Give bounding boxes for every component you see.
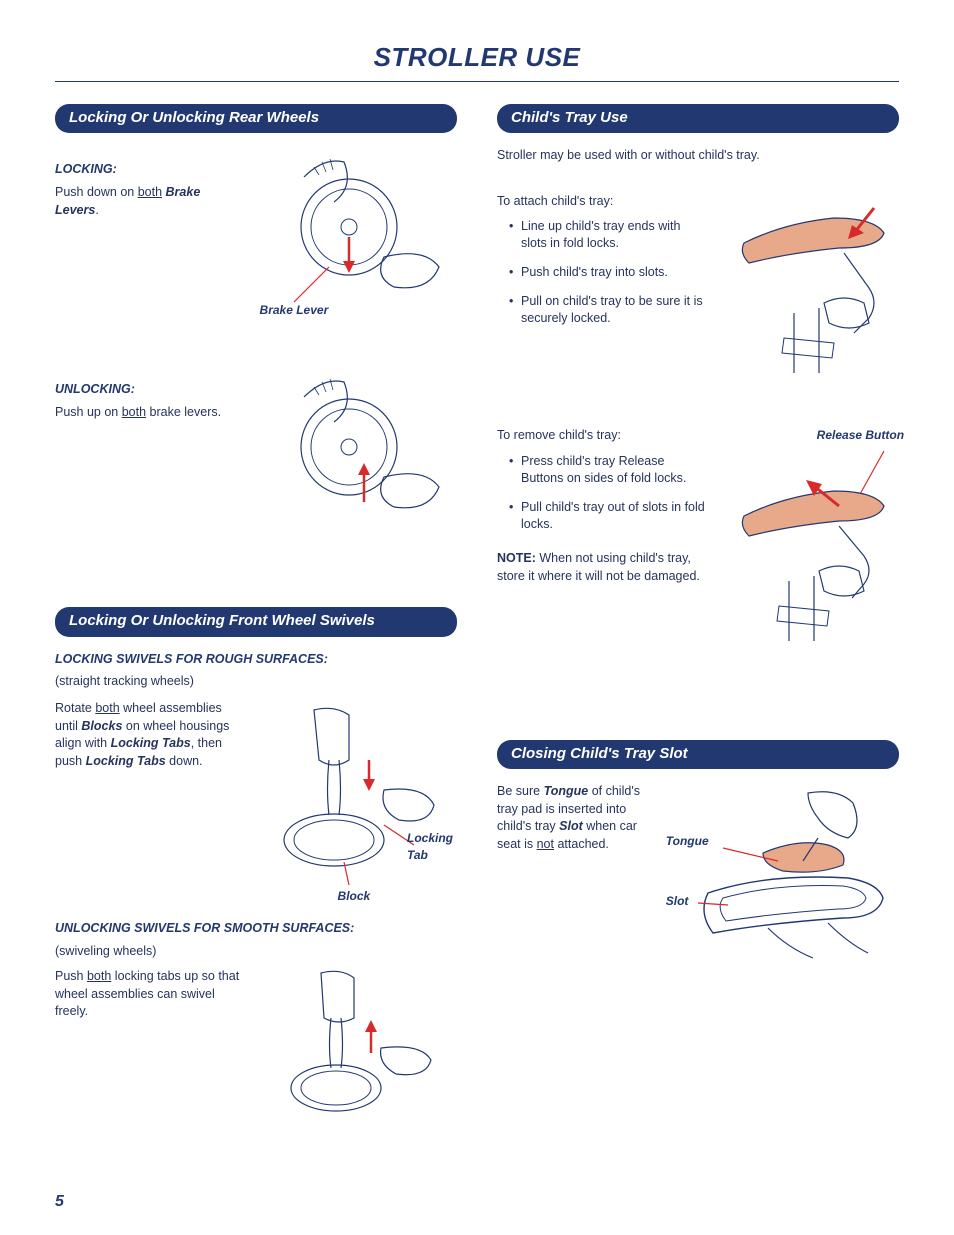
locking-block: LOCKING: Push down on both Brake Levers.	[55, 147, 457, 327]
remove-intro: To remove child's tray:	[497, 427, 706, 445]
locking-text: LOCKING: Push down on both Brake Levers.	[55, 147, 236, 327]
left-column: Locking Or Unlocking Rear Wheels LOCKING…	[55, 104, 457, 1148]
swivel-unlock-figure	[266, 968, 457, 1128]
t: Locking Tabs	[111, 736, 191, 750]
swivel-unlock-body: Push both locking tabs up so that wheel …	[55, 968, 248, 1021]
t: Tongue	[544, 784, 589, 798]
section-heading-rear-wheels: Locking Or Unlocking Rear Wheels	[55, 104, 457, 133]
remove-figure: Release Button	[724, 427, 914, 660]
t: Pull on child's tray to be sure it is se…	[521, 294, 703, 325]
remove-bullets: Press child's tray Release Buttons on si…	[497, 453, 706, 533]
t: brake levers.	[146, 405, 221, 419]
brake-lever-callout: Brake Lever	[249, 302, 339, 318]
note-text: NOTE: When not using child's tray, store…	[497, 550, 706, 585]
t: Rotate	[55, 701, 95, 715]
closing-figure: Tongue Slot	[668, 783, 899, 988]
attach-intro: To attach child's tray:	[497, 193, 706, 211]
t: both	[122, 405, 146, 419]
tray-attach-illustration	[724, 193, 914, 393]
brake-lever-down-illustration	[254, 147, 454, 327]
attach-text: To attach child's tray: Line up child's …	[497, 193, 706, 398]
unlocking-text: UNLOCKING: Push up on both brake levers.	[55, 367, 236, 547]
slot-callout: Slot	[666, 893, 706, 909]
attach-tray-row: To attach child's tray: Line up child's …	[497, 193, 899, 398]
locking-swivels-block: LOCKING SWIVELS FOR ROUGH SURFACES: (str…	[55, 651, 457, 691]
unlocking-block: UNLOCKING: Push up on both brake levers.	[55, 367, 457, 547]
t: both	[87, 969, 111, 983]
t: NOTE:	[497, 551, 536, 565]
t: on	[563, 471, 584, 485]
right-column: Child's Tray Use Stroller may be used wi…	[497, 104, 899, 1148]
t: down.	[166, 754, 203, 768]
page: STROLLER USE Locking Or Unlocking Rear W…	[0, 0, 954, 1178]
unlocking-swivels-paren: (swiveling wheels)	[55, 943, 457, 960]
tongue-callout: Tongue	[666, 833, 724, 849]
front-swivel-unlock-illustration	[266, 968, 446, 1128]
t: Be sure	[497, 784, 544, 798]
swivel-unlock-text: Push both locking tabs up so that wheel …	[55, 968, 248, 1128]
swivel-lock-row: Rotate both wheel assemblies until Block…	[55, 700, 457, 900]
list-item: Line up child's tray ends with slots in …	[509, 218, 706, 252]
swivel-body: Rotate both wheel assemblies until Block…	[55, 700, 236, 770]
list-item: Press child's tray Release Buttons on si…	[509, 453, 706, 487]
t: Push down on	[55, 185, 138, 199]
tray-remove-illustration	[724, 446, 914, 656]
t: Push	[55, 969, 87, 983]
locking-figure: Brake Lever	[254, 147, 457, 327]
list-item: Pull on child's tray to be sure it is se…	[509, 293, 706, 327]
front-swivel-lock-illustration	[254, 700, 454, 900]
unlocking-figure	[254, 367, 457, 547]
attach-bullets: Line up child's tray ends with slots in …	[497, 218, 706, 326]
attach-figure	[724, 193, 914, 398]
unlocking-body: Push up on both brake levers.	[55, 404, 236, 422]
locking-label: LOCKING:	[55, 161, 236, 178]
unlocking-label: UNLOCKING:	[55, 381, 236, 398]
closing-body: Be sure Tongue of child's tray pad is in…	[497, 783, 650, 853]
t: Locking Tabs	[86, 754, 166, 768]
swivel-lock-text: Rotate both wheel assemblies until Block…	[55, 700, 236, 900]
section-heading-child-tray: Child's Tray Use	[497, 104, 899, 133]
t: .	[607, 311, 610, 325]
t: not	[537, 837, 554, 851]
swivel-lock-figure: Locking Tab Block	[254, 700, 457, 900]
closing-text: Be sure Tongue of child's tray pad is in…	[497, 783, 650, 988]
locking-swivels-label: LOCKING SWIVELS FOR ROUGH SURFACES:	[55, 651, 457, 668]
tray-slot-illustration	[668, 783, 898, 983]
t: Blocks	[81, 719, 122, 733]
t: .	[95, 203, 98, 217]
tray-intro: Stroller may be used with or without chi…	[497, 147, 899, 165]
brake-lever-up-illustration	[254, 367, 454, 547]
unlocking-swivels-block: UNLOCKING SWIVELS FOR SMOOTH SURFACES: (…	[55, 920, 457, 960]
t: Slot	[559, 819, 583, 833]
t: both	[95, 701, 119, 715]
t: sides	[584, 471, 613, 485]
t: both	[138, 185, 162, 199]
section-heading-front-swivels: Locking Or Unlocking Front Wheel Swivels	[55, 607, 457, 636]
locking-swivels-paren: (straight tracking wheels)	[55, 673, 457, 690]
closing-slot-row: Be sure Tongue of child's tray pad is in…	[497, 783, 899, 988]
t: of fold locks.	[613, 471, 686, 485]
swivel-unlock-row: Push both locking tabs up so that wheel …	[55, 968, 457, 1128]
page-number: 5	[55, 1191, 64, 1213]
t: Press child's tray	[521, 454, 619, 468]
list-item: Pull child's tray out of slots in fold l…	[509, 499, 706, 533]
remove-tray-row: To remove child's tray: Press child's tr…	[497, 427, 899, 660]
release-button-callout: Release Button	[724, 427, 914, 443]
unlocking-swivels-label: UNLOCKING SWIVELS FOR SMOOTH SURFACES:	[55, 920, 457, 937]
t: attached.	[554, 837, 609, 851]
t: locked	[571, 311, 607, 325]
remove-text: To remove child's tray: Press child's tr…	[497, 427, 706, 660]
section-heading-closing-slot: Closing Child's Tray Slot	[497, 740, 899, 769]
locking-tab-callout: Locking Tab	[407, 830, 467, 862]
page-title: STROLLER USE	[55, 40, 899, 82]
locking-body: Push down on both Brake Levers.	[55, 184, 236, 219]
list-item: Push child's tray into slots.	[509, 264, 706, 281]
block-callout: Block	[324, 888, 384, 904]
t: Push up on	[55, 405, 122, 419]
two-column-layout: Locking Or Unlocking Rear Wheels LOCKING…	[55, 104, 899, 1148]
